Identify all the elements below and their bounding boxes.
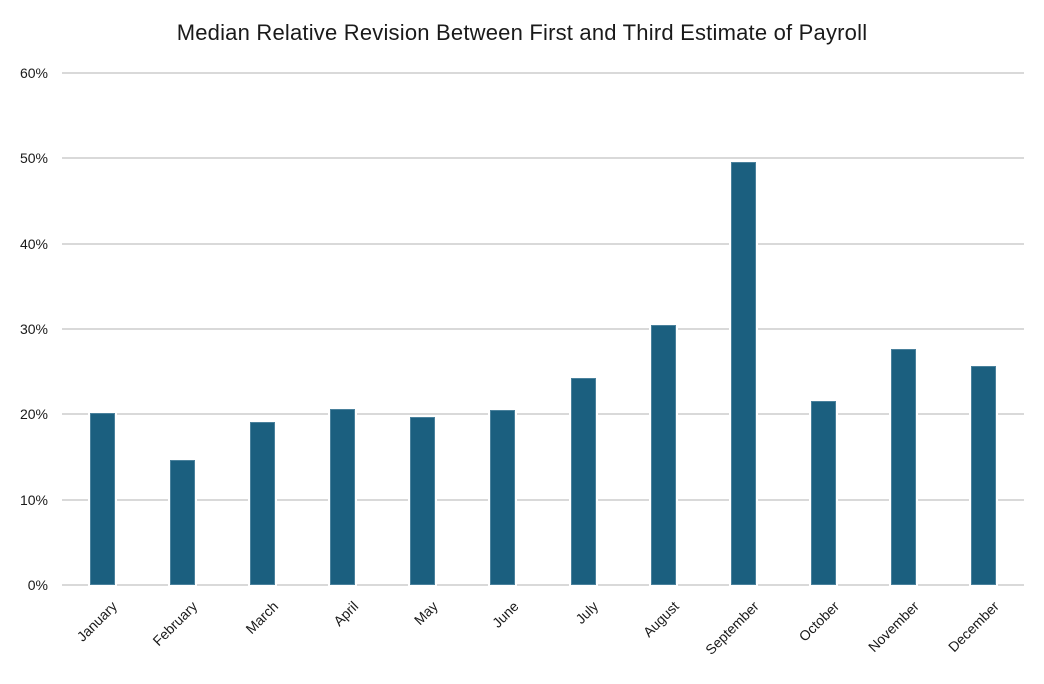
gridline-30-	[62, 328, 1024, 330]
gridline-60-	[62, 72, 1024, 74]
bar-august	[650, 324, 676, 585]
x-tick-label-march: March	[241, 598, 281, 637]
x-tick-label-august: August	[639, 598, 682, 641]
y-tick-label-30-: 30%	[19, 321, 48, 337]
gridline-0-	[62, 584, 1024, 586]
x-tick-label-october: October	[795, 598, 842, 645]
y-tick-label-60-: 60%	[19, 65, 48, 81]
plot-area	[62, 72, 1024, 586]
bar-may	[410, 416, 436, 585]
bar-march	[249, 422, 275, 585]
x-tick-label-july: July	[572, 598, 602, 627]
bar-september	[730, 161, 756, 585]
bar-october	[811, 400, 837, 585]
x-tick-label-september: September	[701, 598, 762, 658]
gridline-20-	[62, 413, 1024, 416]
x-tick-label-april: April	[329, 598, 361, 630]
bar-april	[330, 409, 356, 585]
x-tick-label-june: June	[488, 598, 522, 631]
gridline-40-	[62, 242, 1024, 245]
gridline-50-	[62, 157, 1024, 160]
y-tick-label-0-: 0%	[27, 577, 48, 593]
bar-july	[570, 377, 596, 585]
x-tick-label-november: November	[865, 598, 923, 655]
y-tick-label-20-: 20%	[19, 406, 48, 423]
bar-june	[490, 410, 516, 585]
x-tick-label-february: February	[149, 598, 201, 649]
bar-december	[971, 365, 997, 585]
x-tick-label-may: May	[411, 598, 442, 629]
gridline-10-	[62, 498, 1024, 501]
x-tick-label-december: December	[945, 598, 1003, 655]
bar-january	[89, 412, 115, 585]
y-tick-label-10-: 10%	[19, 491, 48, 508]
x-tick-label-january: January	[73, 598, 121, 645]
y-tick-label-40-: 40%	[19, 235, 48, 252]
bar-february	[169, 460, 195, 585]
y-tick-label-50-: 50%	[19, 150, 48, 167]
bar-november	[891, 349, 917, 585]
chart-title: Median Relative Revision Between First a…	[176, 20, 868, 45]
